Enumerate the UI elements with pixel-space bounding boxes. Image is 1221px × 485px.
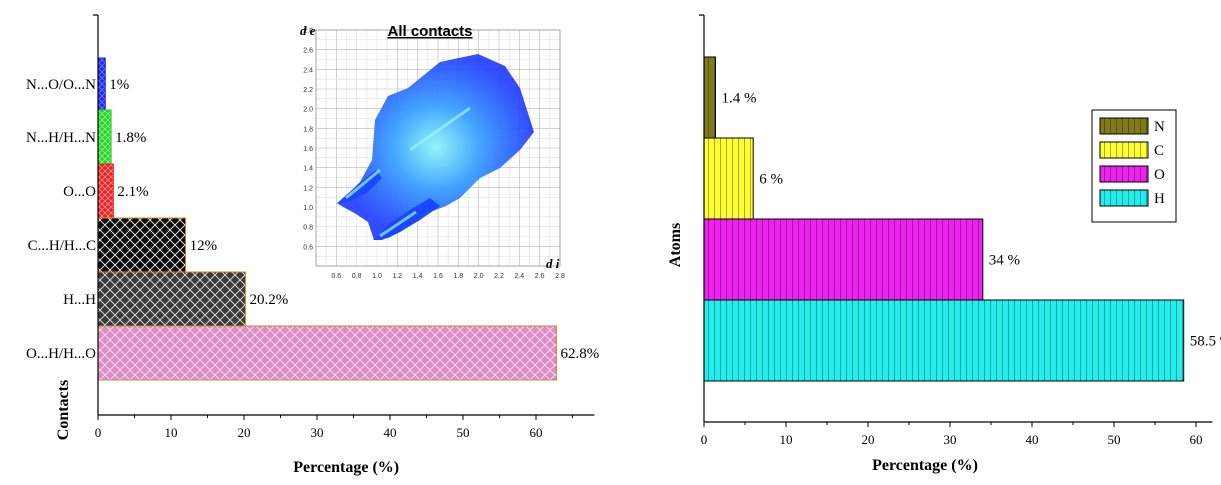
inset-x-tick-label: 1.2	[392, 273, 402, 280]
atoms-x-axis-title: Percentage (%)	[872, 457, 978, 474]
inset-y-tick-label: 2.2	[303, 87, 313, 94]
category-label-o-o: O...O	[63, 184, 96, 200]
legend-swatch-c	[1099, 141, 1149, 159]
category-label-n-o-o-n: N...O/O...N	[26, 77, 96, 93]
inset-x-tick-label: 1.4	[413, 273, 423, 280]
value-label-c-h-h-c: 12%	[190, 238, 218, 254]
contacts-chart: 0 10 20 30 40 50 60 N...O/O...N N...H/H...N O...…	[26, 14, 599, 476]
inset-frame	[315, 29, 561, 267]
inset-x-tick-label: 1.0	[372, 273, 382, 280]
inset-y-tick-label: 1.8	[303, 126, 313, 133]
contacts-x-tick-label-0: 0	[95, 425, 102, 440]
contacts-x-tick-label-50: 50	[457, 425, 470, 440]
category-label-h-h: H...H	[63, 292, 96, 308]
value-label-atom-o: 34 %	[989, 253, 1020, 269]
bar-h-h	[97, 271, 246, 327]
atoms-x-tick-label-10: 10	[780, 432, 793, 447]
contacts-y-axis-title: Contacts	[55, 380, 72, 440]
legend-label-n: N	[1154, 119, 1165, 135]
value-label-o-o: 2.1%	[117, 184, 148, 200]
inset-y-tick-label: 0.6	[303, 244, 313, 251]
value-label-atom-c: 6 %	[759, 172, 783, 188]
inset-y-tick-label: 1.2	[303, 185, 313, 192]
inset-x-tick-label: 2.6	[535, 273, 545, 280]
inset-x-tick-label: 2.4	[514, 273, 524, 280]
inset-y-axis-label: d e	[300, 23, 316, 38]
bar-n-h-h-n	[97, 109, 112, 165]
value-label-n-h-h-n: 1.8%	[115, 130, 146, 146]
legend-swatch-n	[1099, 117, 1149, 135]
bar-atom-h	[703, 299, 1185, 382]
value-label-h-h: 20.2%	[249, 292, 288, 308]
contacts-x-tick-label-20: 20	[238, 425, 251, 440]
contacts-x-tick-label-60: 60	[530, 425, 543, 440]
legend-label-o: O	[1154, 167, 1165, 183]
atoms-x-tick-label-0: 0	[701, 432, 708, 447]
inset-x-tick-label: 2.0	[474, 273, 484, 280]
bar-atom-o	[703, 218, 984, 301]
bar-o-o	[97, 163, 114, 219]
inset-x-tick-label: 0.8	[352, 273, 362, 280]
value-label-atom-n: 1.4 %	[721, 91, 756, 107]
contacts-x-tick-label-40: 40	[384, 425, 397, 440]
category-label-o-h-h-o: O...H/H...O	[26, 346, 96, 362]
inset-x-tick-label: 0.6	[331, 273, 341, 280]
category-label-n-h-h-n: N...H/H...N	[26, 130, 96, 146]
category-label-c-h-h-c: C...H/H...C	[28, 238, 96, 254]
inset-y-tick-label: 2.4	[303, 67, 313, 74]
legend-swatch-o	[1099, 165, 1149, 183]
atoms-chart: 0 10 20 30 40 50 60 1.4 % 6 % 34 % 58.5 % Percent…	[667, 14, 1221, 474]
legend-swatch-h	[1099, 189, 1149, 207]
inset-x-tick-label: 1.6	[433, 273, 443, 280]
inset-y-tick-label: 0.8	[303, 225, 313, 232]
atoms-x-tick-label-50: 50	[1108, 432, 1121, 447]
inset-x-tick-label: 2.8	[555, 273, 565, 280]
bar-o-h-h-o	[97, 325, 557, 381]
atoms-y-axis-title: Atoms	[667, 223, 684, 267]
value-label-n-o-o-n: 1%	[109, 77, 129, 93]
inset-x-tick-label: 1.8	[453, 273, 463, 280]
contacts-x-tick-label-30: 30	[311, 425, 324, 440]
inset-y-tick-label: 1.0	[303, 205, 313, 212]
atoms-x-tick-label-20: 20	[862, 432, 875, 447]
inset-y-tick-label: 1.6	[303, 146, 313, 153]
inset-y-tick-label: 1.4	[303, 166, 313, 173]
bar-c-h-h-c	[97, 217, 187, 273]
value-label-atom-h: 58.5 %	[1190, 334, 1221, 350]
bar-atom-n	[703, 56, 716, 139]
atoms-x-tick-label-60: 60	[1190, 432, 1203, 447]
bar-n-o-o-n	[97, 57, 106, 111]
inset-x-tick-label: 2.2	[494, 273, 504, 280]
legend-label-h: H	[1154, 191, 1165, 207]
fingerprint-scatter	[336, 54, 534, 240]
fingerprint-inset: 0.6 0.8 1.0 1.2 1.4 1.6 1.8 2.0 2.2 2.4 2.6 2.8 0.6 0…	[300, 22, 565, 280]
atoms-x-tick-label-40: 40	[1026, 432, 1039, 447]
fingerprint-highlights	[345, 106, 471, 238]
atoms-x-tick-label-30: 30	[944, 432, 957, 447]
inset-y-tick-label: 2.6	[303, 48, 313, 55]
contacts-x-tick-label-10: 10	[165, 425, 178, 440]
inset-y-tick-label: 2.0	[303, 107, 313, 114]
contacts-x-axis-title: Percentage (%)	[293, 459, 399, 476]
legend-label-c: C	[1154, 143, 1164, 159]
bar-atom-c	[703, 137, 754, 220]
fingerprint-main-blob	[338, 54, 534, 240]
inset-title: All contacts	[387, 23, 472, 40]
value-label-o-h-h-o: 62.8%	[560, 346, 599, 362]
inset-x-axis-label: d i	[546, 256, 560, 271]
inset-y-tick-label: 2.8	[303, 28, 313, 35]
